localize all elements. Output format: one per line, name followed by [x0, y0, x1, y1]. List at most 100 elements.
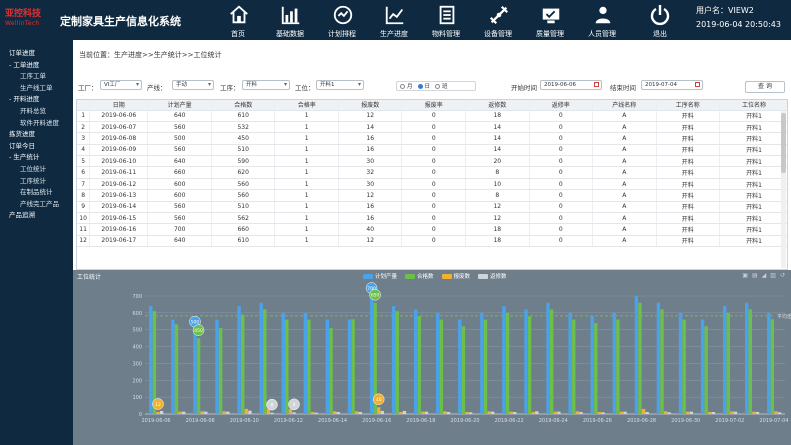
sidebar-item-12[interactable]: 在制品统计	[20, 188, 53, 197]
table-row[interactable]: 3 2019-06-08 500 450 1 16 0 14 0 A 开料 开料1	[77, 132, 787, 145]
radio-dot[interactable]	[400, 83, 405, 89]
start-date-input[interactable]: 2019-06-06	[540, 80, 602, 90]
bar	[557, 411, 561, 414]
data-view-icon[interactable]: ▤	[752, 272, 758, 279]
sidebar-item-2[interactable]: 工序工单	[20, 72, 46, 81]
station-select[interactable]: 开料1	[316, 80, 364, 90]
sidebar-item-7[interactable]: 拣货进度	[9, 130, 35, 139]
nav-item-3[interactable]: 生产进度	[368, 0, 420, 40]
calendar-icon[interactable]	[695, 82, 700, 87]
table-row[interactable]: 9 2019-06-14 560 510 1 16 0 12 0 A 开料 开料1	[77, 201, 787, 214]
bar	[292, 412, 296, 414]
calendar-icon[interactable]	[594, 82, 599, 87]
sidebar-item-6[interactable]: 软件开料进度	[20, 118, 59, 127]
table-cell: 11	[77, 223, 91, 236]
column-header[interactable]: 报废率	[401, 100, 466, 111]
x-tick-label: 2019-06-28	[627, 418, 656, 424]
table-row[interactable]: 8 2019-06-13 600 560 1 12 0 8 0 A 开料 开料1	[77, 189, 787, 202]
nav-item-1[interactable]: 基础数据	[264, 0, 316, 40]
column-header[interactable]: 返修数	[465, 100, 530, 111]
column-header[interactable]: 工位名称	[719, 100, 787, 111]
table-row[interactable]: 2 2019-06-07 560 532 1 14 0 14 0 A 开料 开料1	[77, 121, 787, 134]
scroll-thumb[interactable]	[781, 113, 786, 173]
column-header[interactable]: 工序名称	[656, 100, 721, 111]
column-header[interactable]: 报废数	[338, 100, 403, 111]
restore-icon[interactable]: ↺	[779, 272, 785, 279]
chart-toolbox: ▣ ▤ ◢ ▥ ↺	[742, 272, 785, 279]
bar	[483, 319, 488, 414]
bar	[270, 412, 274, 414]
table-cell: 开料1	[719, 155, 787, 168]
line-switch-icon[interactable]: ◢	[761, 272, 767, 279]
bar-switch-icon[interactable]: ▥	[770, 272, 776, 279]
period-radio-1[interactable]: 日	[417, 82, 430, 90]
table-row[interactable]: 7 2019-06-12 600 560 1 30 0 10 0 A 开料 开料1	[77, 178, 787, 191]
table-row[interactable]: 6 2019-06-11 660 620 1 32 0 8 0 A 开料 开料1	[77, 166, 787, 179]
bar	[226, 411, 230, 414]
sidebar-item-4[interactable]: - 开料进度	[9, 95, 40, 104]
table-cell: 560	[211, 189, 276, 202]
table-cell: A	[592, 155, 657, 168]
query-button[interactable]: 查 询	[745, 81, 785, 93]
data-pin-label: 500	[191, 320, 200, 326]
x-tick-label: 2019-06-24	[539, 418, 568, 424]
bar	[424, 411, 429, 414]
table-cell: 610	[211, 110, 276, 122]
sidebar-item-14[interactable]: 产品追溯	[9, 211, 35, 220]
table-cell: 开料1	[719, 201, 787, 214]
table-row[interactable]: 12 2019-06-17 640 610 1 12 0 18 0 A 开料 开料1	[77, 235, 787, 248]
bar	[174, 324, 179, 414]
sidebar-item-13[interactable]: 产线完工产品	[20, 199, 59, 208]
table-row[interactable]: 1 2019-06-06 640 610 1 12 0 18 0 A 开料 开料1	[77, 110, 787, 122]
end-date-input[interactable]: 2019-07-04	[641, 80, 703, 90]
nav-item-7[interactable]: 人员管理	[576, 0, 628, 40]
factory-select[interactable]: VI工厂	[100, 80, 142, 90]
nav-item-4[interactable]: 物料管理	[420, 0, 472, 40]
data-pin-label: 450	[194, 328, 203, 334]
nav-item-2[interactable]: 计划排程	[316, 0, 368, 40]
sidebar-item-1[interactable]: - 工单进度	[9, 60, 40, 69]
bar	[726, 312, 730, 414]
legend-item[interactable]: 报废数	[441, 272, 470, 280]
table-row[interactable]: 4 2019-06-09 560 510 1 16 0 14 0 A 开料 开料1	[77, 144, 787, 157]
column-header[interactable]	[77, 100, 91, 111]
table-cell: 0	[529, 212, 594, 225]
process-label: 工序：	[220, 84, 240, 92]
line-select[interactable]: 手动	[172, 80, 214, 90]
column-header[interactable]: 产线名称	[592, 100, 657, 111]
period-radio-0[interactable]: 月	[400, 82, 413, 90]
save-image-icon[interactable]: ▣	[742, 272, 748, 279]
nav-item-5[interactable]: 设备管理	[472, 0, 524, 40]
column-header[interactable]: 合格数	[211, 100, 276, 111]
table-row[interactable]: 11 2019-06-16 700 660 1 40 0 18 0 A 开料 开料1	[77, 223, 787, 236]
table-cell: 1	[274, 223, 339, 236]
process-select[interactable]: 开料	[242, 80, 290, 90]
table-scrollbar[interactable]	[781, 111, 786, 268]
nav-item-0[interactable]: 首页	[212, 0, 264, 40]
table-row[interactable]: 10 2019-06-15 560 562 1 16 0 12 0 A 开料 开料1	[77, 212, 787, 225]
sidebar-item-10[interactable]: 工位统计	[20, 164, 46, 173]
column-header[interactable]: 合格率	[274, 100, 339, 111]
bar	[730, 411, 734, 414]
sidebar-item-9[interactable]: - 生产统计	[9, 153, 40, 162]
table-cell: 6	[77, 166, 91, 179]
legend-item[interactable]: 计划产量	[363, 272, 397, 280]
legend-item[interactable]: 返修数	[478, 272, 507, 280]
nav-item-6[interactable]: 质量管理	[524, 0, 576, 40]
period-radio-2[interactable]: 班	[435, 82, 448, 90]
sidebar-item-8[interactable]: 订单今日	[9, 141, 35, 150]
logout-button[interactable]: 退出	[640, 0, 680, 40]
column-header[interactable]: 返修率	[529, 100, 594, 111]
sidebar-item-11[interactable]: 工序统计	[20, 176, 46, 185]
column-header[interactable]: 计划产量	[147, 100, 212, 111]
sidebar-item-0[interactable]: 订单进度	[9, 49, 35, 57]
sidebar-item-5[interactable]: 开料总览	[20, 106, 46, 115]
radio-dot[interactable]	[435, 83, 441, 89]
radio-dot[interactable]	[417, 83, 423, 89]
sidebar-item-3[interactable]: 生产线工单	[20, 83, 53, 92]
bar	[509, 411, 513, 414]
bar	[391, 306, 396, 414]
table-row[interactable]: 5 2019-06-10 640 590 1 30 0 20 0 A 开料 开料1	[77, 155, 787, 168]
column-header[interactable]: 日期	[89, 100, 149, 111]
legend-item[interactable]: 合格数	[405, 272, 434, 280]
